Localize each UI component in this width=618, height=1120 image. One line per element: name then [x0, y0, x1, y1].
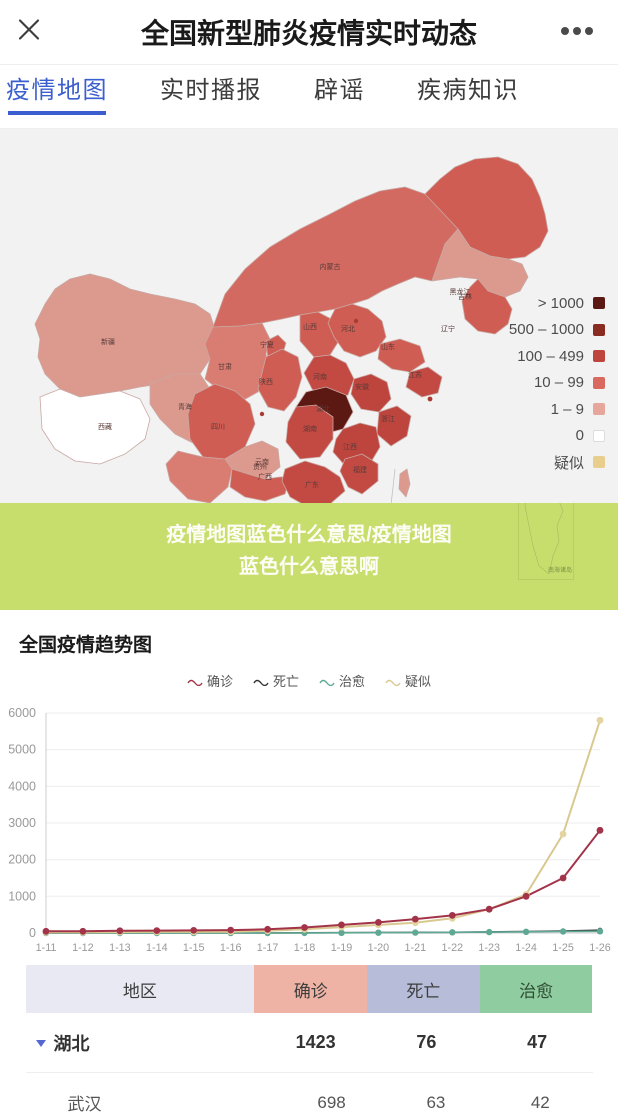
svg-text:1-15: 1-15 — [183, 942, 205, 954]
svg-text:1000: 1000 — [8, 889, 36, 903]
svg-text:江苏: 江苏 — [408, 370, 422, 379]
svg-text:1-20: 1-20 — [368, 942, 390, 954]
svg-text:甘肃: 甘肃 — [218, 362, 232, 371]
svg-text:1-14: 1-14 — [146, 942, 168, 954]
svg-text:1-25: 1-25 — [552, 942, 574, 954]
svg-text:福建: 福建 — [353, 465, 367, 474]
svg-text:6000: 6000 — [8, 706, 36, 720]
svg-text:青海: 青海 — [178, 402, 192, 411]
svg-text:5000: 5000 — [8, 743, 36, 757]
svg-text:辽宁: 辽宁 — [441, 324, 455, 333]
svg-text:1-21: 1-21 — [404, 942, 426, 954]
svg-text:西藏: 西藏 — [98, 422, 112, 431]
svg-text:1-17: 1-17 — [257, 942, 279, 954]
svg-text:山东: 山东 — [381, 342, 395, 351]
svg-text:1-19: 1-19 — [331, 942, 353, 954]
svg-text:吉林: 吉林 — [458, 292, 472, 301]
svg-text:贵州: 贵州 — [253, 462, 267, 471]
svg-text:1-24: 1-24 — [515, 942, 537, 954]
svg-text:江西: 江西 — [343, 443, 357, 451]
svg-text:山西: 山西 — [303, 322, 317, 331]
svg-text:内蒙古: 内蒙古 — [320, 262, 341, 271]
svg-text:广东: 广东 — [305, 480, 319, 489]
svg-text:1-18: 1-18 — [294, 942, 316, 954]
svg-text:新疆: 新疆 — [101, 337, 115, 346]
svg-text:1-26: 1-26 — [589, 942, 611, 954]
svg-text:1-11: 1-11 — [36, 942, 57, 954]
svg-text:湖南: 湖南 — [303, 424, 317, 433]
svg-text:1-23: 1-23 — [478, 942, 500, 954]
svg-text:1-16: 1-16 — [220, 942, 242, 954]
svg-text:浙江: 浙江 — [381, 414, 395, 423]
svg-text:4000: 4000 — [8, 779, 36, 793]
svg-text:安徽: 安徽 — [355, 382, 369, 391]
svg-text:3000: 3000 — [8, 816, 36, 830]
svg-text:1-13: 1-13 — [109, 942, 131, 954]
svg-text:湖北: 湖北 — [316, 404, 330, 413]
svg-text:四川: 四川 — [211, 423, 225, 431]
svg-text:1-22: 1-22 — [441, 942, 463, 954]
svg-text:1-12: 1-12 — [72, 942, 94, 954]
svg-text:2000: 2000 — [8, 853, 36, 867]
svg-text:河南: 河南 — [313, 372, 327, 381]
svg-text:宁夏: 宁夏 — [260, 340, 274, 349]
svg-text:广西: 广西 — [258, 472, 272, 481]
svg-text:河北: 河北 — [341, 325, 355, 333]
svg-text:0: 0 — [29, 926, 36, 940]
svg-text:陕西: 陕西 — [259, 377, 273, 386]
